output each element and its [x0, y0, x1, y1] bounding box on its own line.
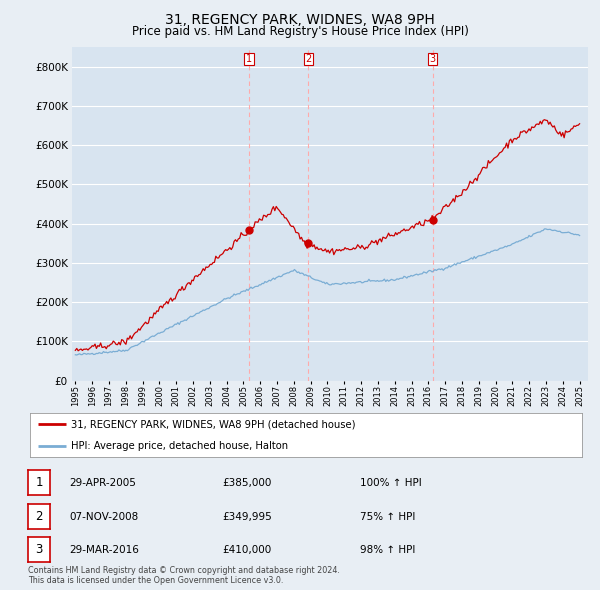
Text: £349,995: £349,995	[222, 512, 272, 522]
Text: £410,000: £410,000	[222, 546, 271, 555]
Text: 100% ↑ HPI: 100% ↑ HPI	[360, 478, 422, 488]
Text: 29-MAR-2016: 29-MAR-2016	[69, 546, 139, 555]
Text: Contains HM Land Registry data © Crown copyright and database right 2024.: Contains HM Land Registry data © Crown c…	[28, 566, 340, 575]
Text: 98% ↑ HPI: 98% ↑ HPI	[360, 546, 415, 555]
Text: Price paid vs. HM Land Registry's House Price Index (HPI): Price paid vs. HM Land Registry's House …	[131, 25, 469, 38]
Text: 1: 1	[35, 476, 43, 489]
Text: 3: 3	[430, 54, 436, 64]
Text: This data is licensed under the Open Government Licence v3.0.: This data is licensed under the Open Gov…	[28, 576, 283, 585]
Text: 29-APR-2005: 29-APR-2005	[69, 478, 136, 488]
Text: 2: 2	[305, 54, 311, 64]
Text: 2: 2	[35, 510, 43, 523]
Text: HPI: Average price, detached house, Halton: HPI: Average price, detached house, Halt…	[71, 441, 289, 451]
Text: 07-NOV-2008: 07-NOV-2008	[69, 512, 138, 522]
Text: £385,000: £385,000	[222, 478, 271, 488]
Text: 31, REGENCY PARK, WIDNES, WA8 9PH (detached house): 31, REGENCY PARK, WIDNES, WA8 9PH (detac…	[71, 419, 356, 429]
Text: 3: 3	[35, 543, 43, 556]
Text: 75% ↑ HPI: 75% ↑ HPI	[360, 512, 415, 522]
Text: 31, REGENCY PARK, WIDNES, WA8 9PH: 31, REGENCY PARK, WIDNES, WA8 9PH	[165, 13, 435, 27]
Text: 1: 1	[246, 54, 252, 64]
